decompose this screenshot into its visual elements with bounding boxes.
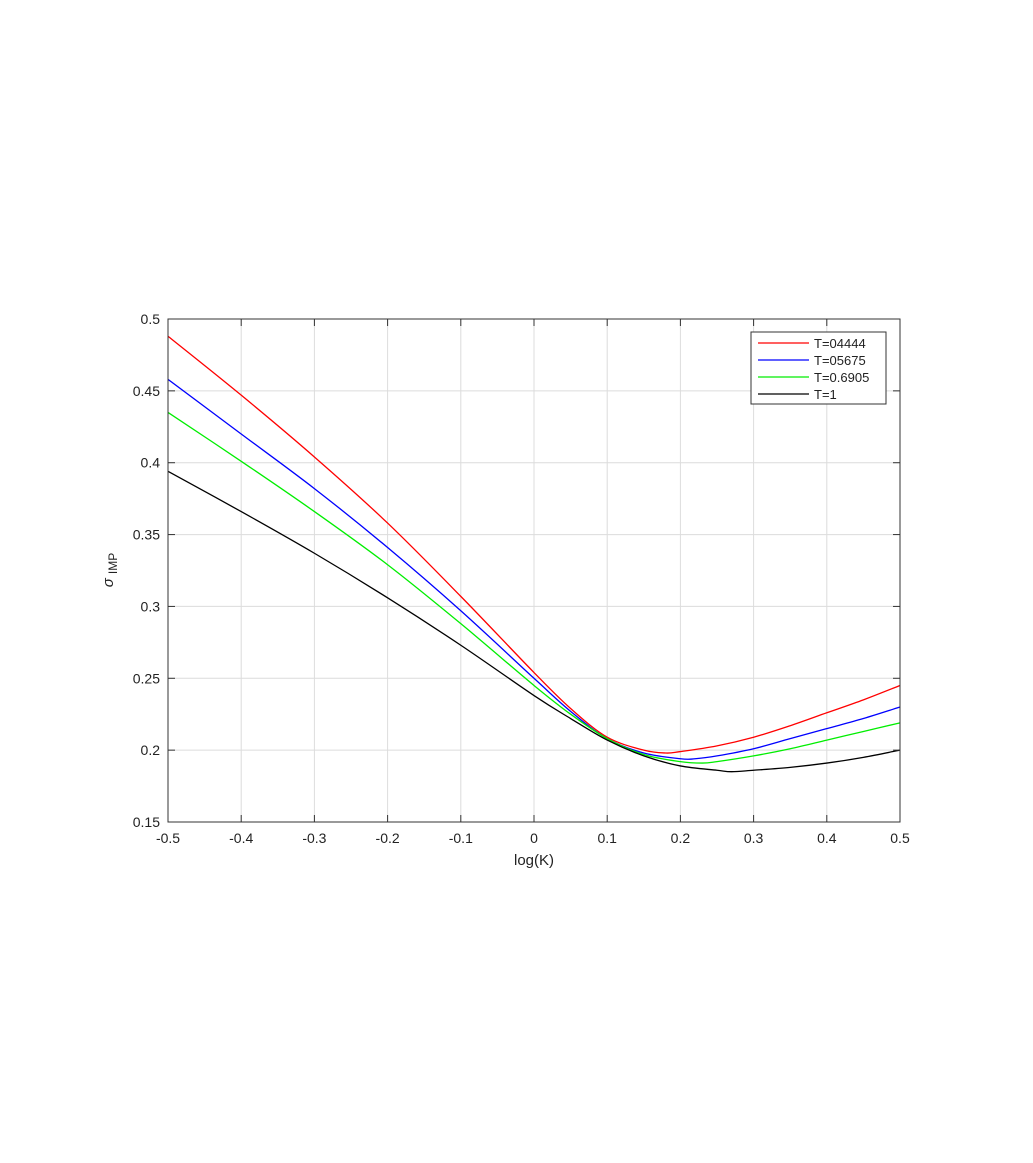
y-axis-tick-labels: 0.15 0.2 0.25 0.3 0.35 0.4 0.45 0.5 — [133, 311, 160, 830]
x-tick-label: 0.2 — [671, 830, 691, 846]
y-tick-label: 0.45 — [133, 383, 160, 399]
y-tick-label: 0.4 — [141, 455, 161, 471]
y-tick-label: 0.2 — [141, 742, 161, 758]
tick-marks — [167, 318, 901, 823]
y-tick-label: 0.35 — [133, 527, 160, 543]
x-tick-label: -0.5 — [156, 830, 180, 846]
legend-label-2: T=05675 — [814, 353, 866, 368]
x-tick-label: -0.3 — [302, 830, 326, 846]
series-line-3 — [167, 411, 901, 764]
legend-label-4: T=1 — [814, 387, 837, 402]
x-tick-label: -0.1 — [449, 830, 473, 846]
legend: T=04444 T=05675 T=0.6905 T=1 — [750, 331, 887, 405]
x-tick-label: -0.2 — [376, 830, 400, 846]
x-tick-label: 0.3 — [744, 830, 764, 846]
y-axis-label-symbol: σ — [100, 577, 117, 587]
legend-label-1: T=04444 — [814, 336, 866, 351]
legend-label-3: T=0.6905 — [814, 370, 869, 385]
y-tick-label: 0.15 — [133, 814, 160, 830]
x-axis-tick-labels: -0.5 -0.4 -0.3 -0.2 -0.1 0 0.1 0.2 0.3 0.4 0.5 — [156, 830, 910, 846]
legend-box — [750, 331, 887, 405]
x-tick-label: 0.4 — [817, 830, 837, 846]
y-axis-label-subscript: IMP — [106, 553, 120, 574]
y-axis-label: σ IMP — [100, 553, 120, 588]
x-tick-label: 0.1 — [597, 830, 617, 846]
x-tick-label: -0.4 — [229, 830, 253, 846]
data-series — [167, 335, 901, 773]
x-tick-label: 0 — [530, 830, 538, 846]
series-line-1 — [167, 335, 901, 754]
y-tick-label: 0.25 — [133, 670, 160, 686]
y-tick-label: 0.5 — [141, 311, 161, 327]
y-tick-label: 0.3 — [141, 598, 161, 614]
series-line-4 — [167, 470, 901, 773]
x-axis-label: log(K) — [514, 852, 554, 869]
x-tick-label: 0.5 — [890, 830, 910, 846]
